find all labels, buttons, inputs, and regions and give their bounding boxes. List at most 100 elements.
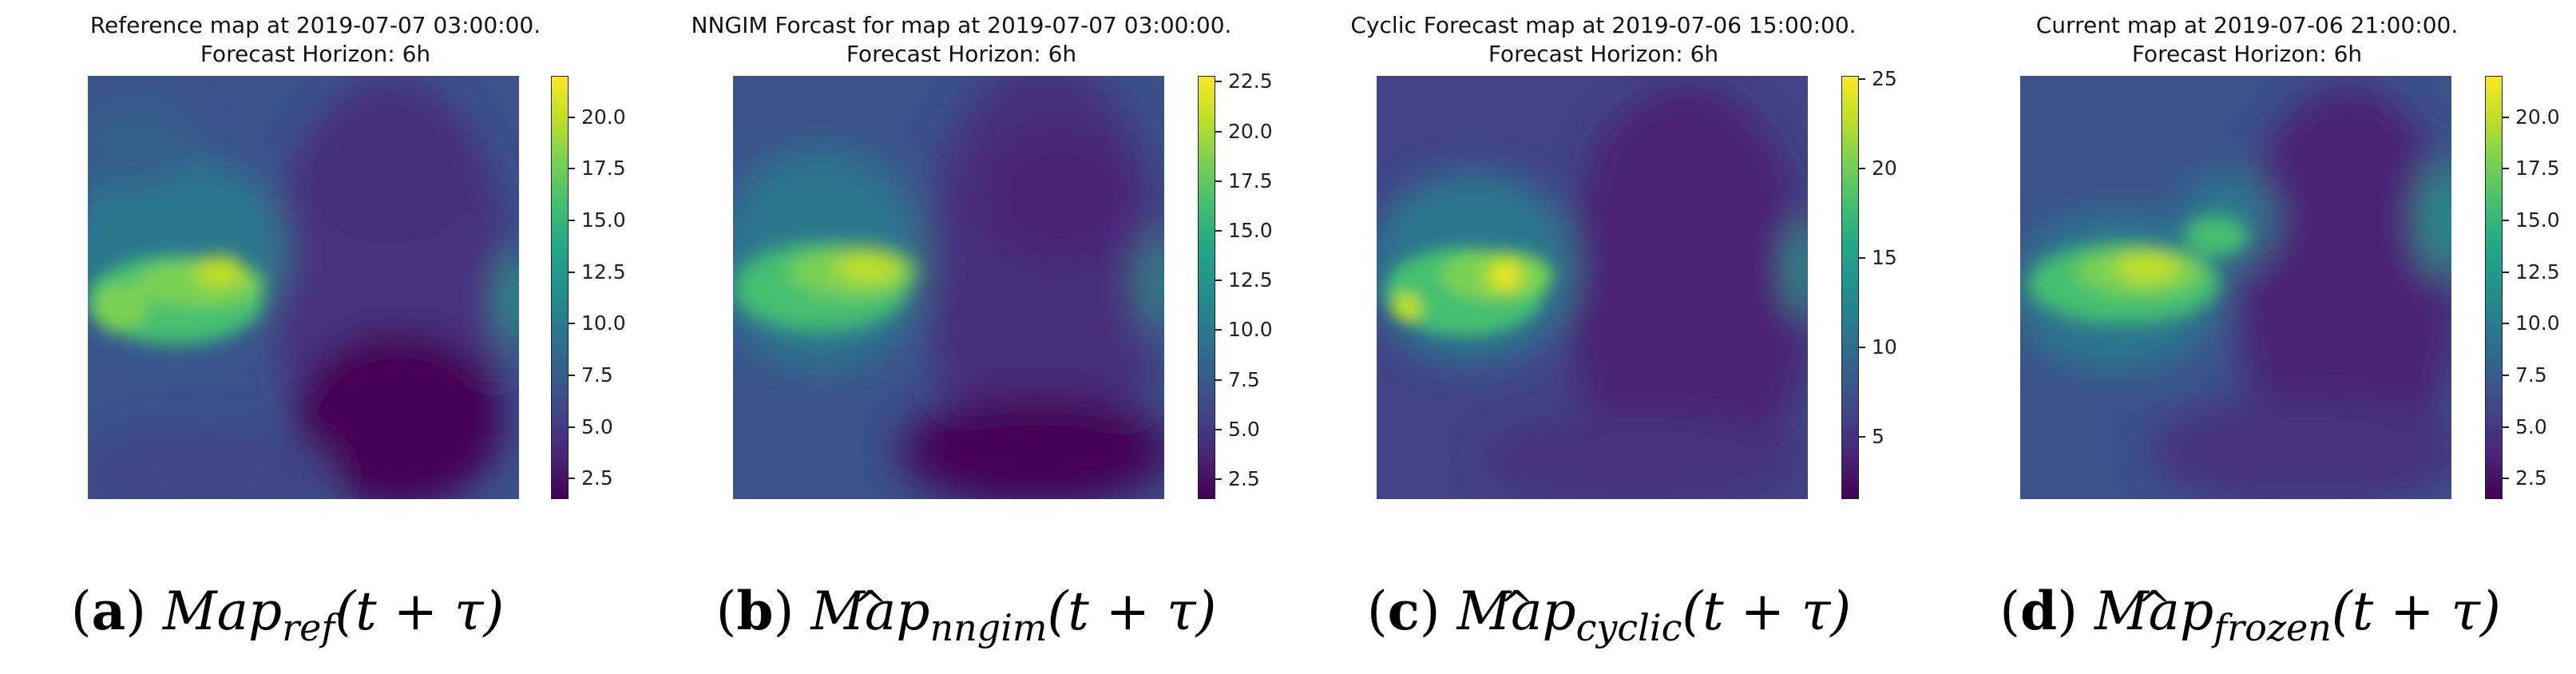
panel-d-colorbar-ticks: 2.5 5.0 7.5 10.0 12.5 15.0 17.5 20.0 <box>2503 76 2576 499</box>
panel-a-caption-label: a <box>91 580 126 642</box>
colorbar-tick-mark <box>1215 180 1222 182</box>
colorbar-tick-mark <box>1215 379 1222 381</box>
colorbar-tick-label: 10.0 <box>581 311 626 335</box>
panel-a-caption-symbol: Map <box>163 581 283 642</box>
colorbar-tick-mark <box>1215 230 1222 232</box>
colorbar-tick-label: 10.0 <box>2515 311 2560 335</box>
panel-c-caption-subscript: cyclic <box>1575 606 1682 649</box>
colorbar-tick-mark <box>1215 478 1222 481</box>
panel-c-title-line1: Cyclic Forecast map at 2019-07-06 15:00:… <box>1350 12 1857 38</box>
colorbar-tick-mark <box>2503 374 2509 376</box>
panel-b-caption-hat: ^ <box>853 583 888 631</box>
colorbar-tick-label: 15.0 <box>1228 219 1273 243</box>
panel-a-heatmap-svg <box>64 76 531 523</box>
colorbar-tick-mark <box>1859 257 1865 260</box>
panel-d-caption-hat: ^ <box>2136 583 2172 631</box>
colorbar-tick-label: 20 <box>1872 157 1897 180</box>
panel-a-heatmap <box>64 76 531 523</box>
panel-a-title-line2: Forecast Horizon: 6h <box>200 41 431 67</box>
colorbar-tick-mark <box>2503 426 2509 428</box>
panel-b-caption-label: b <box>736 580 774 642</box>
colorbar-tick-label: 20.0 <box>2515 105 2560 129</box>
panel-a-title-line1: Reference map at 2019-07-07 03:00:00. <box>89 12 541 38</box>
colorbar-tick-label: 5.0 <box>1228 417 1260 441</box>
colorbar-tick-label: 12.5 <box>581 260 626 283</box>
colorbar-tick-mark <box>1215 329 1222 331</box>
panel-a-colorbar <box>551 76 569 499</box>
panel-d: Current map at 2019-07-06 21:00:00. Fore… <box>1931 0 2574 674</box>
panel-b-title-line1: NNGIM Forcast for map at 2019-07-07 03:0… <box>691 12 1232 38</box>
colorbar-tick-mark <box>569 168 575 170</box>
panel-c-caption-hat: ^ <box>1499 583 1534 631</box>
colorbar-tick-label: 5.0 <box>581 414 613 438</box>
colorbar-tick-mark <box>2503 323 2509 325</box>
panel-b-heatmap <box>717 60 1176 507</box>
colorbar-tick-mark <box>1215 280 1222 282</box>
colorbar-tick-label: 2.5 <box>1228 467 1260 491</box>
panel-c-colorbar <box>1841 76 1859 499</box>
colorbar-tick-label: 10.0 <box>1228 318 1273 342</box>
colorbar-tick-mark <box>569 271 575 273</box>
colorbar-tick-label: 2.5 <box>2515 466 2547 490</box>
panel-a: Reference map at 2019-07-07 03:00:00. Fo… <box>0 0 644 674</box>
panel-b-caption-symbol: Map <box>810 581 930 642</box>
panel-d-caption-label: d <box>2020 580 2058 642</box>
colorbar-tick-label: 7.5 <box>2515 363 2547 387</box>
colorbar-tick-mark <box>569 478 575 480</box>
colorbar-tick-label: 12.5 <box>2515 260 2560 283</box>
panel-d-caption: (d) ^ Mapfrozen(t + τ) <box>1963 575 2538 664</box>
colorbar-tick-label: 5 <box>1872 424 1884 448</box>
panel-c-caption-label: c <box>1387 580 1420 642</box>
panel-d-caption-argument: (t + τ) <box>2331 581 2501 642</box>
colorbar-tick-label: 17.5 <box>1228 168 1273 192</box>
colorbar-tick-mark <box>2503 116 2509 118</box>
panel-b-caption: (b) ^ Mapnngim(t + τ) <box>679 575 1254 664</box>
colorbar-tick-mark <box>1859 78 1865 81</box>
panel-d-colorbar <box>2485 76 2503 499</box>
colorbar-tick-mark <box>2503 219 2509 221</box>
panel-d-heatmap-svg <box>2012 76 2467 507</box>
colorbar-tick-mark <box>1215 428 1222 430</box>
panel-b-title: NNGIM Forcast for map at 2019-07-07 03:0… <box>682 11 1241 69</box>
colorbar-tick-mark <box>569 323 575 325</box>
panel-c-caption-symbol: Map <box>1456 581 1576 642</box>
colorbar-tick-label: 10 <box>1872 335 1897 359</box>
panel-d-title: Current map at 2019-07-06 21:00:00. Fore… <box>1968 11 2526 69</box>
panel-a-caption-argument: (t + τ) <box>335 581 505 642</box>
colorbar-tick-label: 22.5 <box>1228 69 1273 93</box>
colorbar-tick-label: 7.5 <box>1228 367 1260 391</box>
panel-c-heatmap-svg <box>1369 76 1820 507</box>
panel-b-caption-subscript: nngim <box>929 606 1048 649</box>
panel-b-title-line2: Forecast Horizon: 6h <box>846 41 1077 67</box>
colorbar-tick-mark <box>569 426 575 428</box>
panel-a-caption: (a) Mapref(t + τ) <box>70 580 505 649</box>
panel-b-caption-argument: (t + τ) <box>1047 581 1217 642</box>
colorbar-tick-mark <box>2503 168 2509 170</box>
colorbar-tick-label: 25 <box>1872 67 1897 91</box>
colorbar-tick-label: 20.0 <box>581 105 626 129</box>
colorbar-tick-mark <box>1859 435 1865 438</box>
colorbar-tick-mark <box>1859 346 1865 348</box>
colorbar-tick-mark <box>1859 168 1865 170</box>
colorbar-tick-label: 15.0 <box>581 208 626 232</box>
panel-b-heatmap-svg <box>717 60 1176 507</box>
panel-c-caption-argument: (t + τ) <box>1682 581 1852 642</box>
panel-b: NNGIM Forcast for map at 2019-07-07 03:0… <box>644 0 1287 674</box>
colorbar-tick-mark <box>1215 81 1222 83</box>
panel-d-caption-subscript: frozen <box>2213 606 2332 649</box>
panel-a-title: Reference map at 2019-07-07 03:00:00. Fo… <box>36 11 595 69</box>
panel-d-heatmap <box>2012 76 2467 507</box>
panel-c-title-line2: Forecast Horizon: 6h <box>1488 41 1719 67</box>
colorbar-tick-label: 2.5 <box>581 466 613 490</box>
colorbar-tick-label: 7.5 <box>581 363 613 387</box>
panel-b-colorbar-ticks: 2.5 5.0 7.5 10.0 12.5 15.0 17.5 20.0 22.5 <box>1215 69 1311 499</box>
colorbar-tick-label: 17.5 <box>2515 157 2560 180</box>
panel-d-caption-symbol: Map <box>2094 581 2214 642</box>
panel-c-caption: (c) ^ Mapcyclic(t + τ) <box>1322 575 1896 664</box>
panel-d-title-line2: Forecast Horizon: 6h <box>2131 41 2363 67</box>
colorbar-tick-label: 5.0 <box>2515 414 2547 438</box>
panel-b-colorbar <box>1198 76 1215 499</box>
panel-c-heatmap <box>1369 76 1820 507</box>
colorbar-tick-label: 20.0 <box>1228 119 1273 143</box>
colorbar-tick-mark <box>1215 130 1222 133</box>
